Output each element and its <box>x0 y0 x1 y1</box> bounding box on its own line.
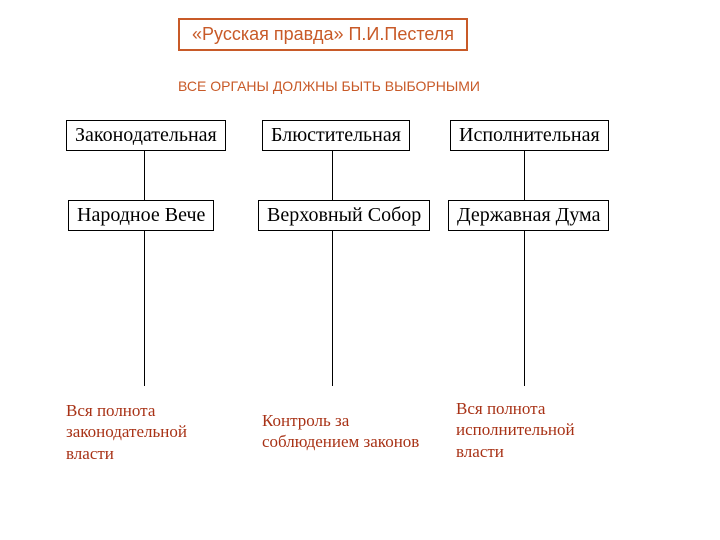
desc-executive: Вся полнота исполнительной власти <box>456 398 626 462</box>
diagram-subtitle: ВСЕ ОРГАНЫ ДОЛЖНЫ БЫТЬ ВЫБОРНЫМИ <box>178 78 480 94</box>
connector-line <box>332 231 333 386</box>
branch-box-supervisory: Блюстительная <box>262 120 410 151</box>
body-box-duma: Державная Дума <box>448 200 609 231</box>
body-box-sobor: Верховный Собор <box>258 200 430 231</box>
connector-line <box>144 151 145 200</box>
connector-line <box>524 151 525 200</box>
branch-box-executive: Исполнительная <box>450 120 609 151</box>
desc-legislative: Вся полнота законодательной власти <box>66 400 236 464</box>
connector-line <box>332 151 333 200</box>
desc-supervisory: Контроль за соблюдением законов <box>262 410 432 453</box>
diagram-title: «Русская правда» П.И.Пестеля <box>178 18 468 51</box>
connector-line <box>144 231 145 386</box>
branch-box-legislative: Законодательная <box>66 120 226 151</box>
connector-line <box>524 231 525 386</box>
body-box-veche: Народное Вече <box>68 200 214 231</box>
